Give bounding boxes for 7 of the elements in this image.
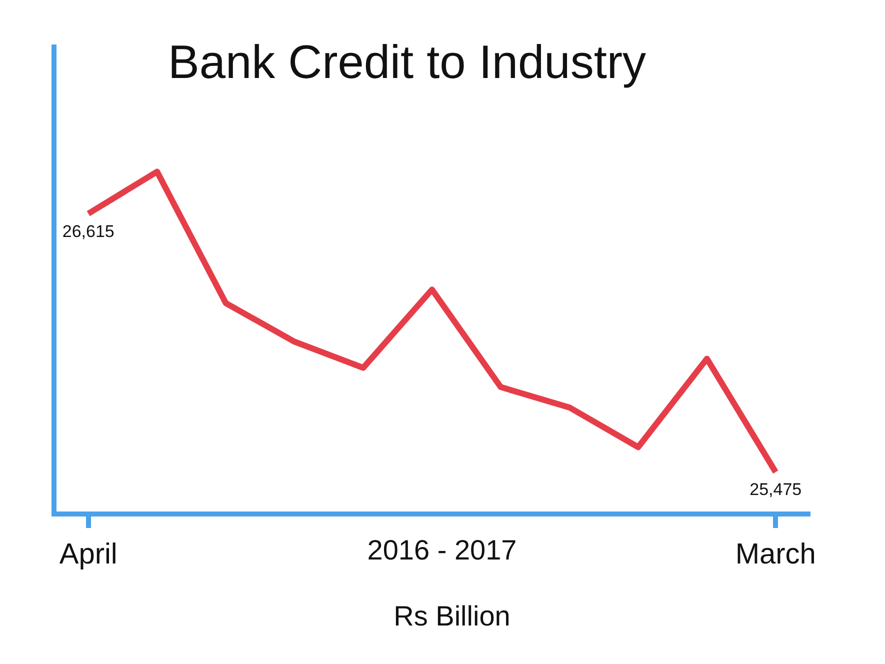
- x-tick-label: March: [735, 538, 816, 570]
- data-label: 26,615: [62, 222, 114, 241]
- x-tick-label: April: [59, 538, 118, 570]
- x-axis-title: 2016 - 2017: [367, 534, 517, 566]
- data-label: 25,475: [750, 480, 802, 500]
- chart-title: Bank Credit to Industry: [168, 35, 647, 88]
- text: Rs Billion: [394, 600, 510, 632]
